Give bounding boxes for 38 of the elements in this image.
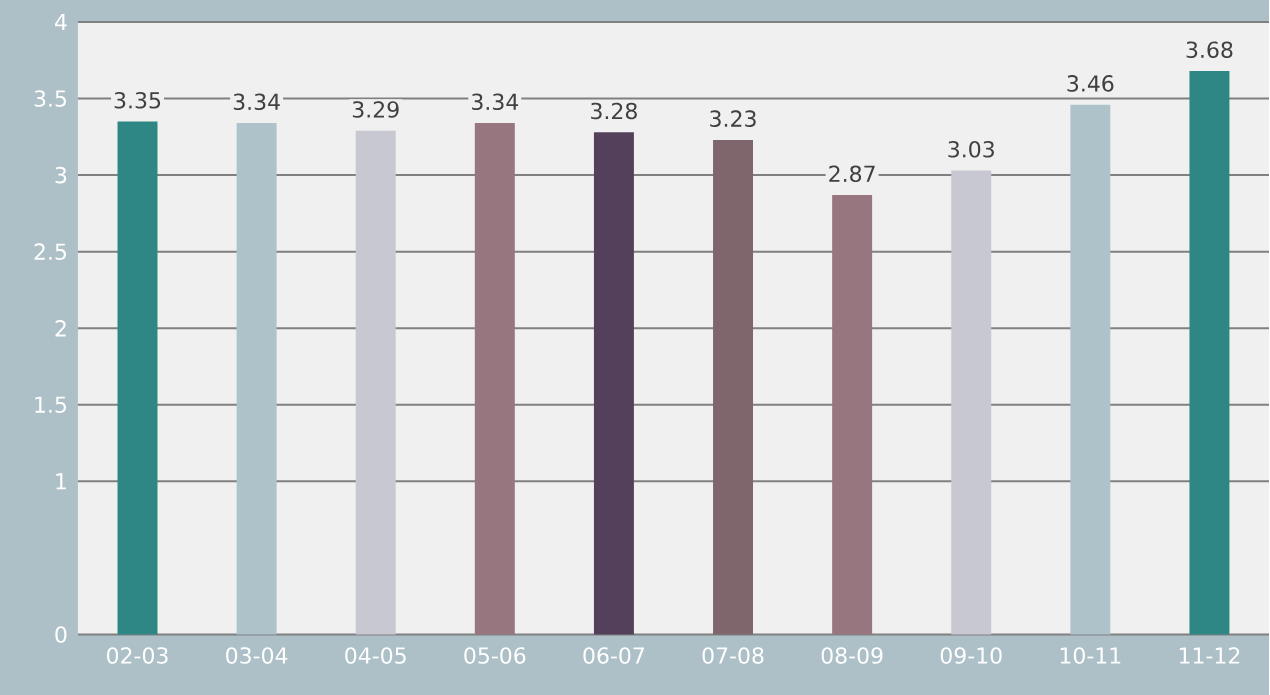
data-label: 3.35 — [114, 91, 161, 109]
bar — [1189, 70, 1230, 635]
data-label: 2.87 — [829, 165, 875, 182]
data-label: 3.03 — [948, 140, 994, 158]
x-tick-label: 04-05 — [345, 646, 406, 664]
data-label: 3.29 — [352, 100, 399, 118]
x-tick-label: 09-10 — [940, 646, 1002, 664]
data-label: 3.34 — [472, 93, 519, 110]
bar — [832, 194, 873, 635]
data-label: 3.34 — [233, 93, 280, 110]
bar — [593, 132, 634, 635]
x-tick-label: 03-04 — [226, 646, 288, 664]
data-label: 3.23 — [710, 110, 756, 127]
bar — [117, 121, 158, 635]
bar — [355, 130, 396, 635]
bar — [1070, 104, 1111, 635]
x-tick-label: 06-07 — [583, 646, 644, 664]
bar — [236, 122, 277, 635]
x-tick-label: 11-12 — [1179, 646, 1240, 664]
y-tick-label: 1.5 — [35, 396, 66, 413]
x-tick-label: 02-03 — [107, 646, 168, 664]
y-tick-label: 2 — [55, 319, 66, 337]
bar — [951, 170, 992, 635]
y-tick-label: 4 — [54, 13, 67, 30]
x-tick-label: 10-11 — [1060, 646, 1121, 664]
data-label: 3.46 — [1067, 74, 1114, 92]
x-tick-label: 05-06 — [464, 646, 526, 664]
x-tick-label: 08-09 — [821, 646, 883, 664]
data-label: 3.28 — [591, 102, 637, 120]
y-tick-label: 3 — [55, 166, 67, 184]
data-label: 3.68 — [1186, 41, 1233, 58]
y-tick-label: 1 — [56, 473, 66, 490]
y-tick-label: 0 — [55, 625, 67, 643]
bar — [713, 139, 754, 635]
x-tick-label: 07-08 — [702, 646, 764, 664]
bar — [474, 122, 515, 635]
y-tick-label: 2.5 — [34, 243, 66, 260]
y-tick-label: 3.5 — [34, 90, 66, 107]
